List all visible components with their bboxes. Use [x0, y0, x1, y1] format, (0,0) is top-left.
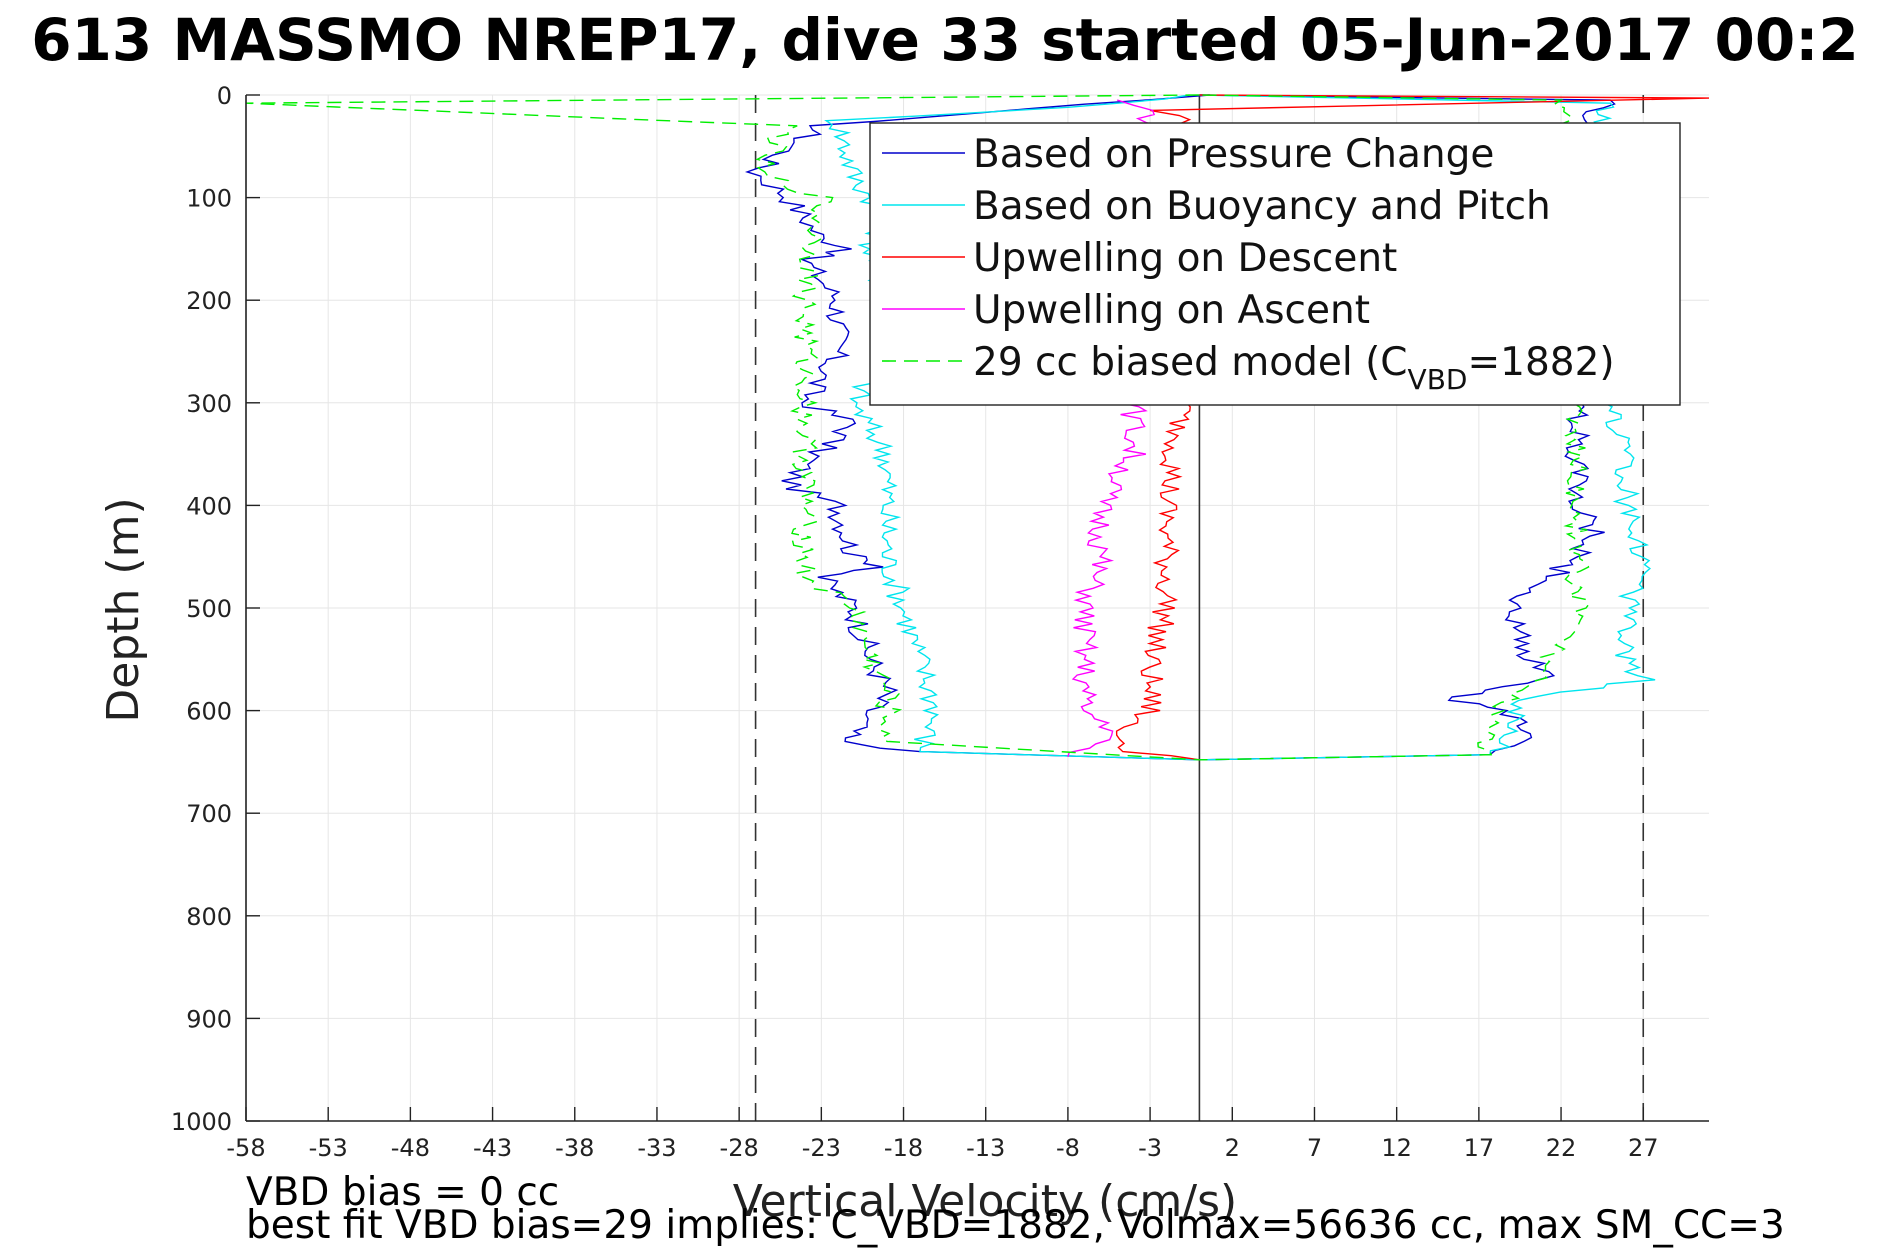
x-tick-label: 27	[1628, 1134, 1659, 1162]
legend-box	[869, 122, 1681, 406]
x-tick-label: -8	[1056, 1134, 1080, 1162]
x-tick-label: 22	[1546, 1134, 1577, 1162]
legend-label-1: Based on Pressure Change	[973, 132, 1494, 177]
legend: Based on Pressure Change Based on Buoyanc…	[869, 122, 1681, 406]
legend-label-3: Upwelling on Descent	[973, 236, 1397, 281]
y-axis-label: Depth (m)	[98, 497, 149, 722]
legend-label-4: Upwelling on Ascent	[973, 288, 1370, 333]
x-tick-label: -33	[637, 1134, 676, 1162]
y-tick-label: 700	[186, 800, 232, 828]
y-axis-ticks: 0 100 200 300 400 500 600 700 800 900 1000	[171, 82, 260, 1136]
y-tick-label: 200	[186, 287, 232, 315]
y-tick-label: 600	[186, 698, 232, 726]
y-tick-label: 900	[186, 1005, 232, 1033]
x-tick-label: -23	[802, 1134, 841, 1162]
annotation-vbd-bias: VBD bias = 0 cc	[246, 1170, 559, 1215]
x-tick-label: -38	[555, 1134, 594, 1162]
annotation-best-fit: best fit VBD bias=29 implies: C_VBD=1882…	[246, 1203, 1785, 1248]
chart-title: 613 MASSMO NREP17, dive 33 started 05-Ju…	[31, 6, 1859, 74]
x-tick-label: -58	[226, 1134, 265, 1162]
y-tick-label: 800	[186, 903, 232, 931]
x-tick-label: -3	[1138, 1134, 1162, 1162]
x-tick-label: -18	[884, 1134, 923, 1162]
legend-label-5: 29 cc biased model (CVBD=1882)	[973, 340, 1615, 396]
x-tick-label: 17	[1464, 1134, 1495, 1162]
x-tick-label: -28	[720, 1134, 759, 1162]
x-tick-label: -53	[309, 1134, 348, 1162]
y-tick-label: 500	[186, 595, 232, 623]
x-axis-label: Vertical Velocity (cm/s)	[733, 1176, 1237, 1227]
x-tick-label: 12	[1381, 1134, 1412, 1162]
y-tick-label: 1000	[171, 1108, 232, 1136]
x-tick-label: 7	[1307, 1134, 1322, 1162]
y-tick-label: 0	[217, 82, 232, 110]
y-tick-label: 100	[186, 185, 232, 213]
x-tick-label: -48	[391, 1134, 430, 1162]
x-axis-ticks: -58 -53 -48 -43 -38 -33 -28 -23 -18 -13 -8 -3 2 7 12 17…	[226, 1107, 1659, 1162]
legend-label-2: Based on Buoyancy and Pitch	[973, 184, 1551, 229]
x-tick-label: 2	[1225, 1134, 1240, 1162]
y-tick-label: 400	[186, 492, 232, 520]
y-tick-label: 300	[186, 390, 232, 418]
x-tick-label: -43	[473, 1134, 512, 1162]
x-tick-label: -13	[966, 1134, 1005, 1162]
